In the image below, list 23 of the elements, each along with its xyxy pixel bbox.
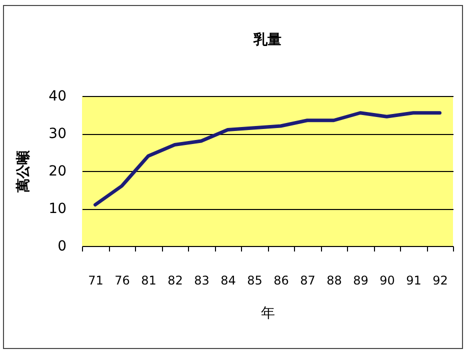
- x-tick-label: 83: [194, 274, 210, 288]
- x-tick-label: 81: [141, 274, 156, 288]
- x-axis-title: 年: [261, 306, 275, 322]
- x-tick-label: 87: [300, 274, 316, 288]
- x-tick-label: 88: [326, 274, 342, 288]
- x-tick-label: 90: [380, 274, 395, 288]
- x-tick-label: 76: [114, 274, 130, 288]
- y-tick-label: 10: [48, 201, 66, 217]
- line-series: [94, 111, 442, 206]
- x-tick-label: 85: [247, 274, 262, 288]
- x-tick-label: 91: [406, 274, 422, 288]
- y-axis-title: 萬公噸: [16, 150, 32, 194]
- x-tick-label: 84: [220, 274, 236, 288]
- y-tick-label: 20: [48, 164, 66, 180]
- x-tick-label: 71: [88, 274, 104, 288]
- y-tick-label: 30: [48, 126, 66, 142]
- x-tick-label: 86: [274, 274, 289, 288]
- x-tick-label: 82: [168, 274, 183, 288]
- y-tick-label: 40: [48, 88, 66, 104]
- y-tick-label: 0: [58, 238, 66, 254]
- x-tick-label: 92: [432, 274, 448, 288]
- chart-title: 乳量: [252, 32, 282, 48]
- x-tick-label: 89: [353, 274, 368, 288]
